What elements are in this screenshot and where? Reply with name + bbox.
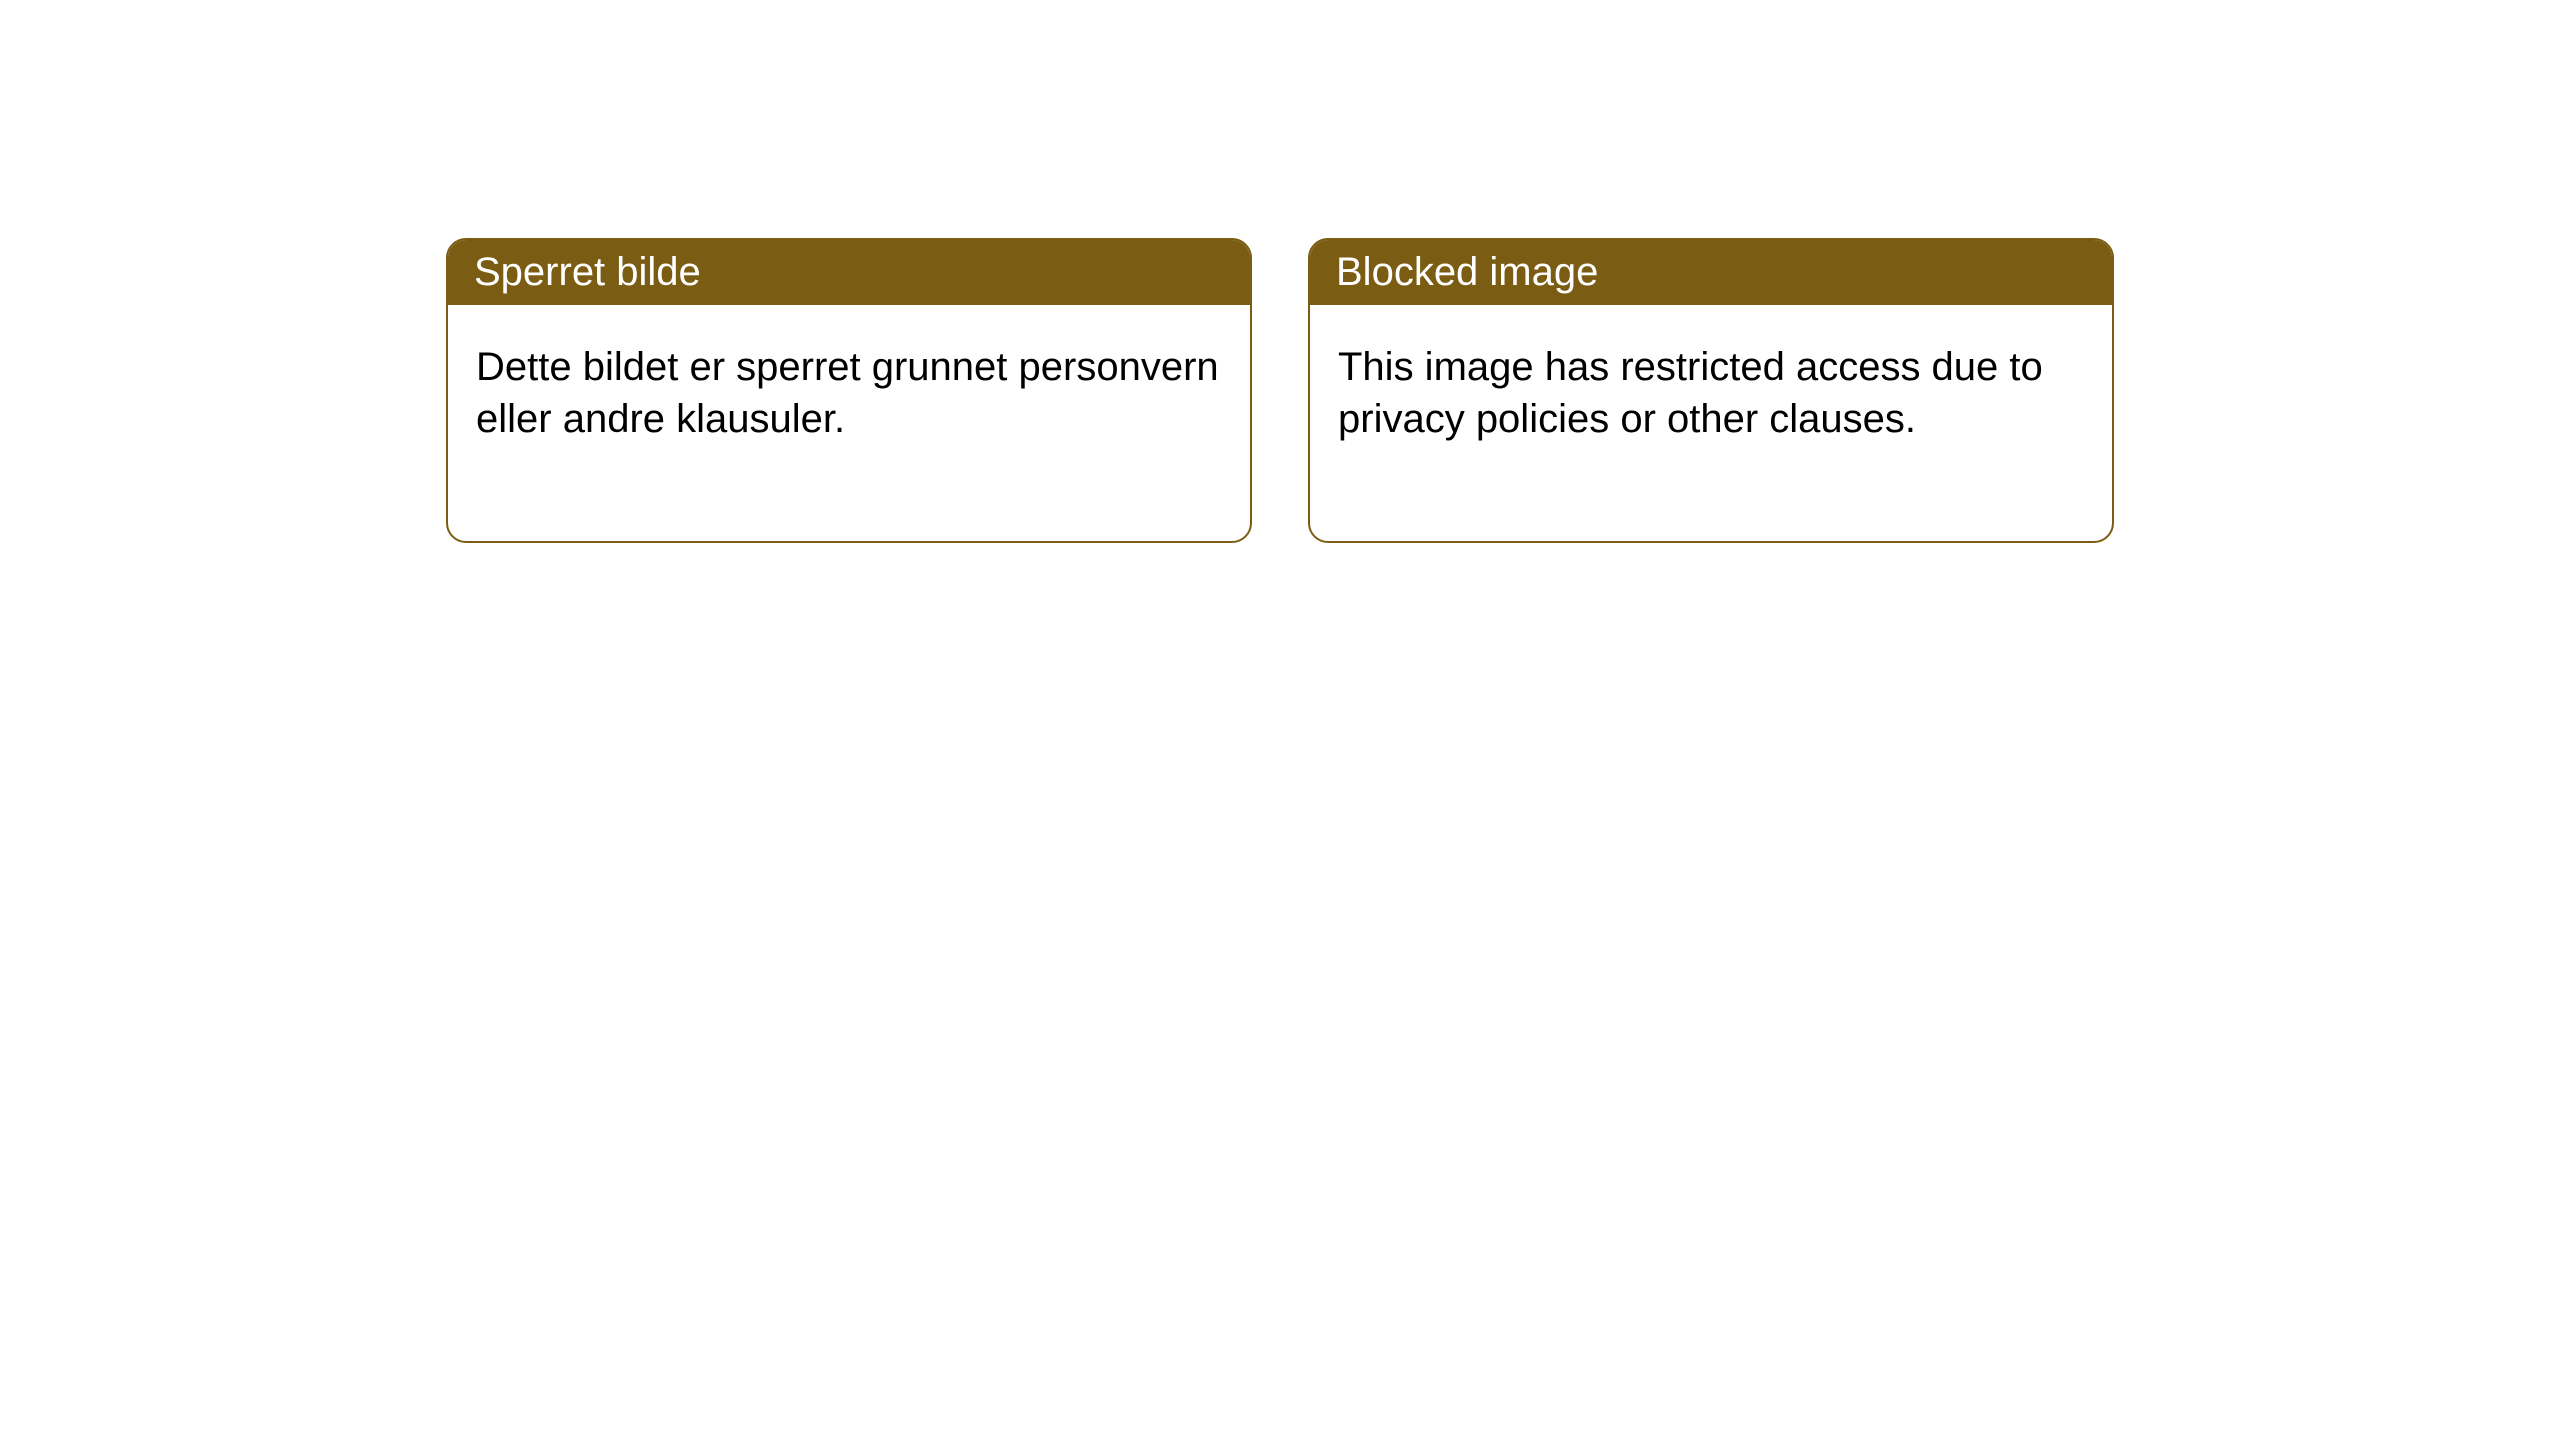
cards-container: Sperret bilde Dette bildet er sperret gr…: [0, 0, 2560, 543]
card-header: Blocked image: [1310, 240, 2112, 305]
card-body: This image has restricted access due to …: [1310, 305, 2112, 541]
blocked-image-card-no: Sperret bilde Dette bildet er sperret gr…: [446, 238, 1252, 543]
card-header: Sperret bilde: [448, 240, 1250, 305]
card-body-text: This image has restricted access due to …: [1338, 345, 2043, 441]
card-body: Dette bildet er sperret grunnet personve…: [448, 305, 1250, 541]
card-title: Sperret bilde: [474, 250, 701, 294]
card-title: Blocked image: [1336, 250, 1598, 294]
blocked-image-card-en: Blocked image This image has restricted …: [1308, 238, 2114, 543]
card-body-text: Dette bildet er sperret grunnet personve…: [476, 345, 1219, 441]
